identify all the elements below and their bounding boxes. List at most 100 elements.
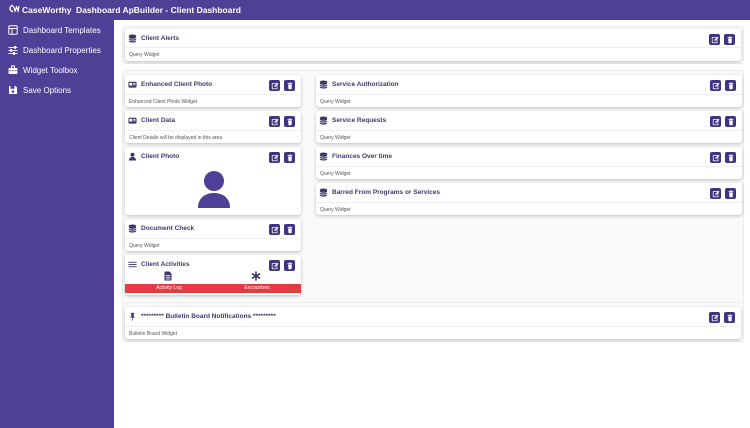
- widget-actions: [269, 116, 295, 127]
- widget-subtitle: Query Widget: [320, 99, 351, 105]
- avatar-placeholder-icon: [197, 169, 231, 209]
- sidebar-item-label: Widget Toolbox: [23, 65, 78, 75]
- enhanced-client-photo-widget[interactable]: Enhanced Client Photo Enhanced Client Ph…: [125, 75, 301, 107]
- client-alerts-widget[interactable]: Client Alerts Query Widget: [125, 29, 741, 61]
- divider: [125, 47, 741, 48]
- tab-encounters[interactable]: Encounters: [213, 269, 301, 293]
- widget-title: Service Authorization: [332, 81, 399, 88]
- widget-title-text: Service Requests: [332, 117, 387, 124]
- edit-button[interactable]: [269, 152, 280, 163]
- edit-button[interactable]: [269, 260, 280, 271]
- widget-actions: [710, 188, 736, 199]
- save-icon: [8, 85, 18, 95]
- divider: [125, 130, 301, 131]
- client-photo-widget[interactable]: Client Photo: [125, 147, 301, 215]
- tab-activity-log[interactable]: Activity Log: [125, 269, 213, 293]
- widget-title: Finances Over time: [332, 153, 392, 160]
- delete-button[interactable]: [725, 80, 736, 91]
- sidebar-item-label: Dashboard Properties: [23, 45, 101, 55]
- edit-button[interactable]: [709, 312, 720, 323]
- client-activities-widget[interactable]: Client Activities Activity Log Encounter…: [125, 255, 301, 295]
- database-icon: [319, 188, 328, 197]
- widget-title: Client Alerts: [141, 35, 179, 42]
- delete-button[interactable]: [725, 152, 736, 163]
- edit-button[interactable]: [269, 224, 280, 235]
- edit-button[interactable]: [710, 80, 721, 91]
- edit-button[interactable]: [709, 34, 720, 45]
- delete-button[interactable]: [725, 116, 736, 127]
- widget-title-text: Service Authorization: [332, 81, 399, 88]
- widget-actions: [269, 80, 295, 91]
- divider: [125, 238, 301, 239]
- tab-label[interactable]: Activity Log: [125, 284, 213, 293]
- widget-title-text: ********* Bulletin Board Notifications *…: [141, 313, 276, 320]
- widget-title: Client Data: [141, 117, 175, 124]
- delete-button[interactable]: [284, 80, 295, 91]
- service-requests-widget[interactable]: Service Requests Query Widget: [316, 111, 742, 143]
- divider: [125, 326, 741, 327]
- delete-button[interactable]: [284, 152, 295, 163]
- pin-icon: [128, 312, 137, 321]
- sidebar-item-label: Save Options: [23, 85, 72, 95]
- edit-button[interactable]: [710, 116, 721, 127]
- delete-button[interactable]: [284, 224, 295, 235]
- sidebar: Dashboard Templates Dashboard Properties…: [0, 20, 114, 428]
- top-section: Client Alerts Query Widget: [122, 26, 744, 64]
- template-icon: [8, 25, 18, 35]
- sliders-icon: [8, 45, 18, 55]
- widget-title-text: Barred From Programs or Services: [332, 189, 441, 196]
- edit-button[interactable]: [710, 188, 721, 199]
- edit-button[interactable]: [710, 152, 721, 163]
- document-check-widget[interactable]: Document Check Query Widget: [125, 219, 301, 251]
- sidebar-item-dashboard-properties[interactable]: Dashboard Properties: [0, 40, 114, 60]
- barred-from-programs-widget[interactable]: Barred From Programs or Services Query W…: [316, 183, 742, 215]
- client-data-widget[interactable]: Client Data Client Details will be displ…: [125, 111, 301, 143]
- database-icon: [128, 34, 137, 43]
- toolbox-icon: [8, 65, 18, 75]
- widget-actions: [710, 80, 736, 91]
- divider: [316, 202, 742, 203]
- delete-button[interactable]: [284, 116, 295, 127]
- divider: [316, 166, 742, 167]
- tab-label[interactable]: Encounters: [213, 284, 301, 293]
- widget-actions: [710, 152, 736, 163]
- widget-actions: [709, 312, 735, 323]
- logo[interactable]: CaseWorthy: [0, 4, 78, 16]
- widget-title-text: Client Data: [141, 117, 175, 124]
- delete-button[interactable]: [725, 188, 736, 199]
- widget-subtitle: Query Widget: [129, 243, 160, 249]
- list-icon: [128, 260, 137, 269]
- widget-title: Service Requests: [332, 117, 386, 124]
- edit-button[interactable]: [269, 116, 280, 127]
- widget-title: Client Photo: [141, 153, 179, 160]
- sidebar-item-widget-toolbox[interactable]: Widget Toolbox: [0, 60, 114, 80]
- edit-button[interactable]: [269, 80, 280, 91]
- widget-subtitle: Bulletin Board Widget: [129, 331, 178, 337]
- database-icon: [319, 80, 328, 89]
- service-authorization-widget[interactable]: Service Authorization Query Widget: [316, 75, 742, 107]
- delete-button[interactable]: [284, 260, 295, 271]
- finances-over-time-widget[interactable]: Finances Over time Query Widget: [316, 147, 742, 179]
- delete-button[interactable]: [724, 34, 735, 45]
- widget-subtitle: Query Widget: [320, 171, 351, 177]
- widget-title-text: Document Check: [141, 225, 195, 232]
- user-icon: [128, 152, 137, 161]
- widget-subtitle: Client Details will be displayed in this…: [129, 135, 223, 141]
- widget-subtitle: Query Widget: [320, 135, 351, 141]
- widget-actions: [710, 116, 736, 127]
- sidebar-item-dashboard-templates[interactable]: Dashboard Templates: [0, 20, 114, 40]
- top-bar: CaseWorthy Dashboard ApBuilder - Client …: [0, 0, 750, 20]
- database-icon: [128, 224, 137, 233]
- widget-title: Enhanced Client Photo: [141, 81, 212, 88]
- widget-title-text: Enhanced Client Photo: [141, 81, 213, 88]
- sidebar-item-save-options[interactable]: Save Options: [0, 80, 114, 100]
- sidebar-item-label: Dashboard Templates: [23, 25, 101, 35]
- widget-title-text: Client Activities: [141, 261, 190, 268]
- widget-subtitle: Query Widget: [129, 52, 160, 58]
- delete-button[interactable]: [724, 312, 735, 323]
- bulletin-board-widget[interactable]: ********* Bulletin Board Notifications *…: [125, 307, 741, 339]
- widget-title: Barred From Programs or Services: [332, 189, 440, 196]
- widget-actions: [269, 224, 295, 235]
- bottom-section: ********* Bulletin Board Notifications *…: [122, 302, 744, 342]
- id-card-icon: [128, 116, 137, 125]
